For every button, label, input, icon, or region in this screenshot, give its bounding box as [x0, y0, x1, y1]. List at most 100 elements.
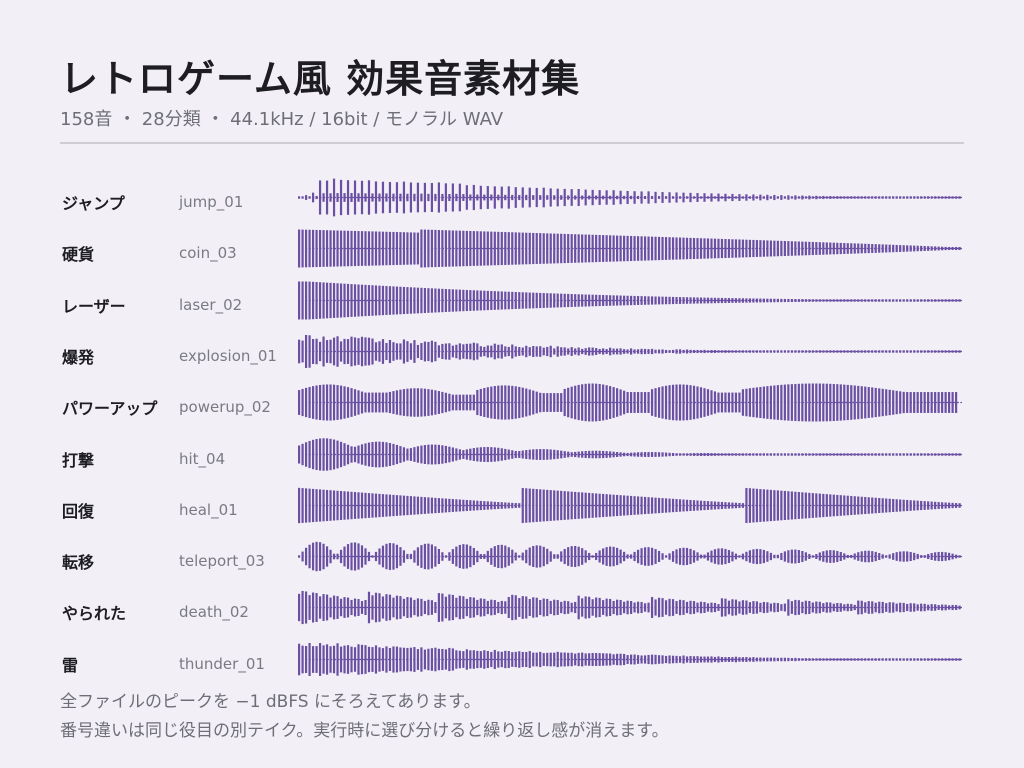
waveform-bar [825, 493, 828, 517]
waveform-bar [720, 501, 724, 509]
waveform-bar [605, 653, 608, 666]
waveform-bar [357, 193, 360, 202]
waveform-bar [448, 288, 451, 312]
waveform-bar [315, 338, 318, 365]
waveform-bar [304, 441, 308, 467]
waveform-bar [507, 385, 510, 420]
waveform-bar [916, 196, 919, 199]
waveform-bar [350, 445, 353, 463]
waveform-bar [829, 350, 832, 353]
waveform-bar [874, 452, 877, 456]
waveform-bar [563, 347, 566, 356]
waveform-bar [937, 196, 940, 199]
waveform-bar [448, 230, 451, 267]
waveform-bar [483, 649, 486, 669]
waveform-bar [518, 598, 521, 618]
waveform-bar [780, 385, 783, 421]
waveform-bar [696, 193, 699, 202]
waveform-bar [479, 650, 482, 668]
waveform-bar [332, 178, 336, 217]
waveform-bar [682, 547, 685, 566]
waveform-hit_04 [298, 437, 962, 471]
waveform-bar [951, 605, 954, 611]
waveform-bar [623, 349, 626, 354]
waveform-bar [521, 187, 524, 208]
waveform-bar [588, 347, 591, 356]
waveform-bar [339, 341, 343, 362]
waveform-bar [616, 653, 619, 665]
waveform-bar [811, 492, 814, 518]
waveform-bar [556, 188, 559, 207]
waveform-bar [371, 595, 374, 621]
waveform-bar [909, 350, 912, 353]
waveform-bar [479, 554, 482, 560]
waveform-bar [514, 187, 517, 208]
waveform-bar [409, 388, 413, 417]
waveform-bar [650, 295, 654, 305]
waveform-bar [490, 548, 493, 565]
waveform-bar [332, 553, 336, 560]
waveform-bar [923, 604, 926, 612]
waveform-bar [864, 196, 867, 199]
waveform-bar [871, 601, 874, 615]
waveform-bar [843, 350, 846, 353]
waveform-bar [923, 452, 926, 456]
waveform-bar [298, 196, 301, 199]
waveform-bar [581, 348, 584, 354]
waveform-bar [598, 450, 601, 458]
waveform-bar [315, 195, 318, 200]
waveform-bar [353, 446, 357, 462]
waveform-bar [427, 193, 430, 202]
waveform-bar [612, 601, 615, 615]
waveform-bar [762, 196, 765, 199]
waveform-bar [927, 298, 930, 302]
waveform-bar [748, 388, 752, 417]
waveform-bar [556, 651, 559, 667]
waveform-bar [486, 650, 489, 668]
waveform-bar [395, 286, 399, 315]
waveform-bar [371, 193, 374, 202]
waveform-bar [755, 601, 759, 615]
waveform-bar [374, 181, 378, 214]
waveform-bar [745, 240, 748, 258]
waveform-bar [336, 336, 339, 367]
waveform-bar [367, 284, 371, 316]
waveform-bar [671, 349, 675, 353]
waveform-bar [420, 445, 423, 463]
waveform-bar [657, 598, 661, 618]
waveform-bar [633, 349, 636, 354]
waveform-bar [381, 596, 385, 619]
waveform-bar [818, 196, 821, 199]
waveform-bar [776, 603, 779, 613]
waveform-bar [780, 298, 783, 302]
waveform-bar [671, 196, 675, 199]
waveform-bar [808, 350, 811, 353]
waveform-bar [920, 604, 923, 612]
waveform-bar [811, 602, 814, 613]
waveform-bar [867, 601, 870, 615]
waveform-bar [616, 600, 619, 616]
waveform-bar [497, 602, 500, 614]
waveform-bar [832, 298, 835, 302]
waveform-bar [549, 551, 552, 562]
waveform-bar [825, 383, 828, 422]
waveform-bar [748, 657, 752, 662]
waveform-bar [874, 244, 877, 254]
waveform-bar [682, 499, 685, 512]
waveform-bar [350, 192, 353, 202]
waveform-bar [724, 599, 727, 617]
waveform-bar [395, 343, 399, 360]
waveform-bar [916, 246, 919, 252]
waveform-bar [434, 390, 437, 415]
waveform-bar [311, 338, 315, 364]
waveform-bar [640, 496, 643, 515]
waveform-bar [881, 554, 884, 559]
waveform-bar [696, 500, 699, 511]
waveform-bar [829, 298, 832, 302]
waveform-bar [675, 237, 678, 260]
waveform-bar [595, 235, 598, 263]
waveform-bar [298, 555, 301, 558]
waveform-bar [647, 603, 650, 613]
waveform-bar [916, 657, 919, 661]
waveform-bar [416, 445, 420, 463]
